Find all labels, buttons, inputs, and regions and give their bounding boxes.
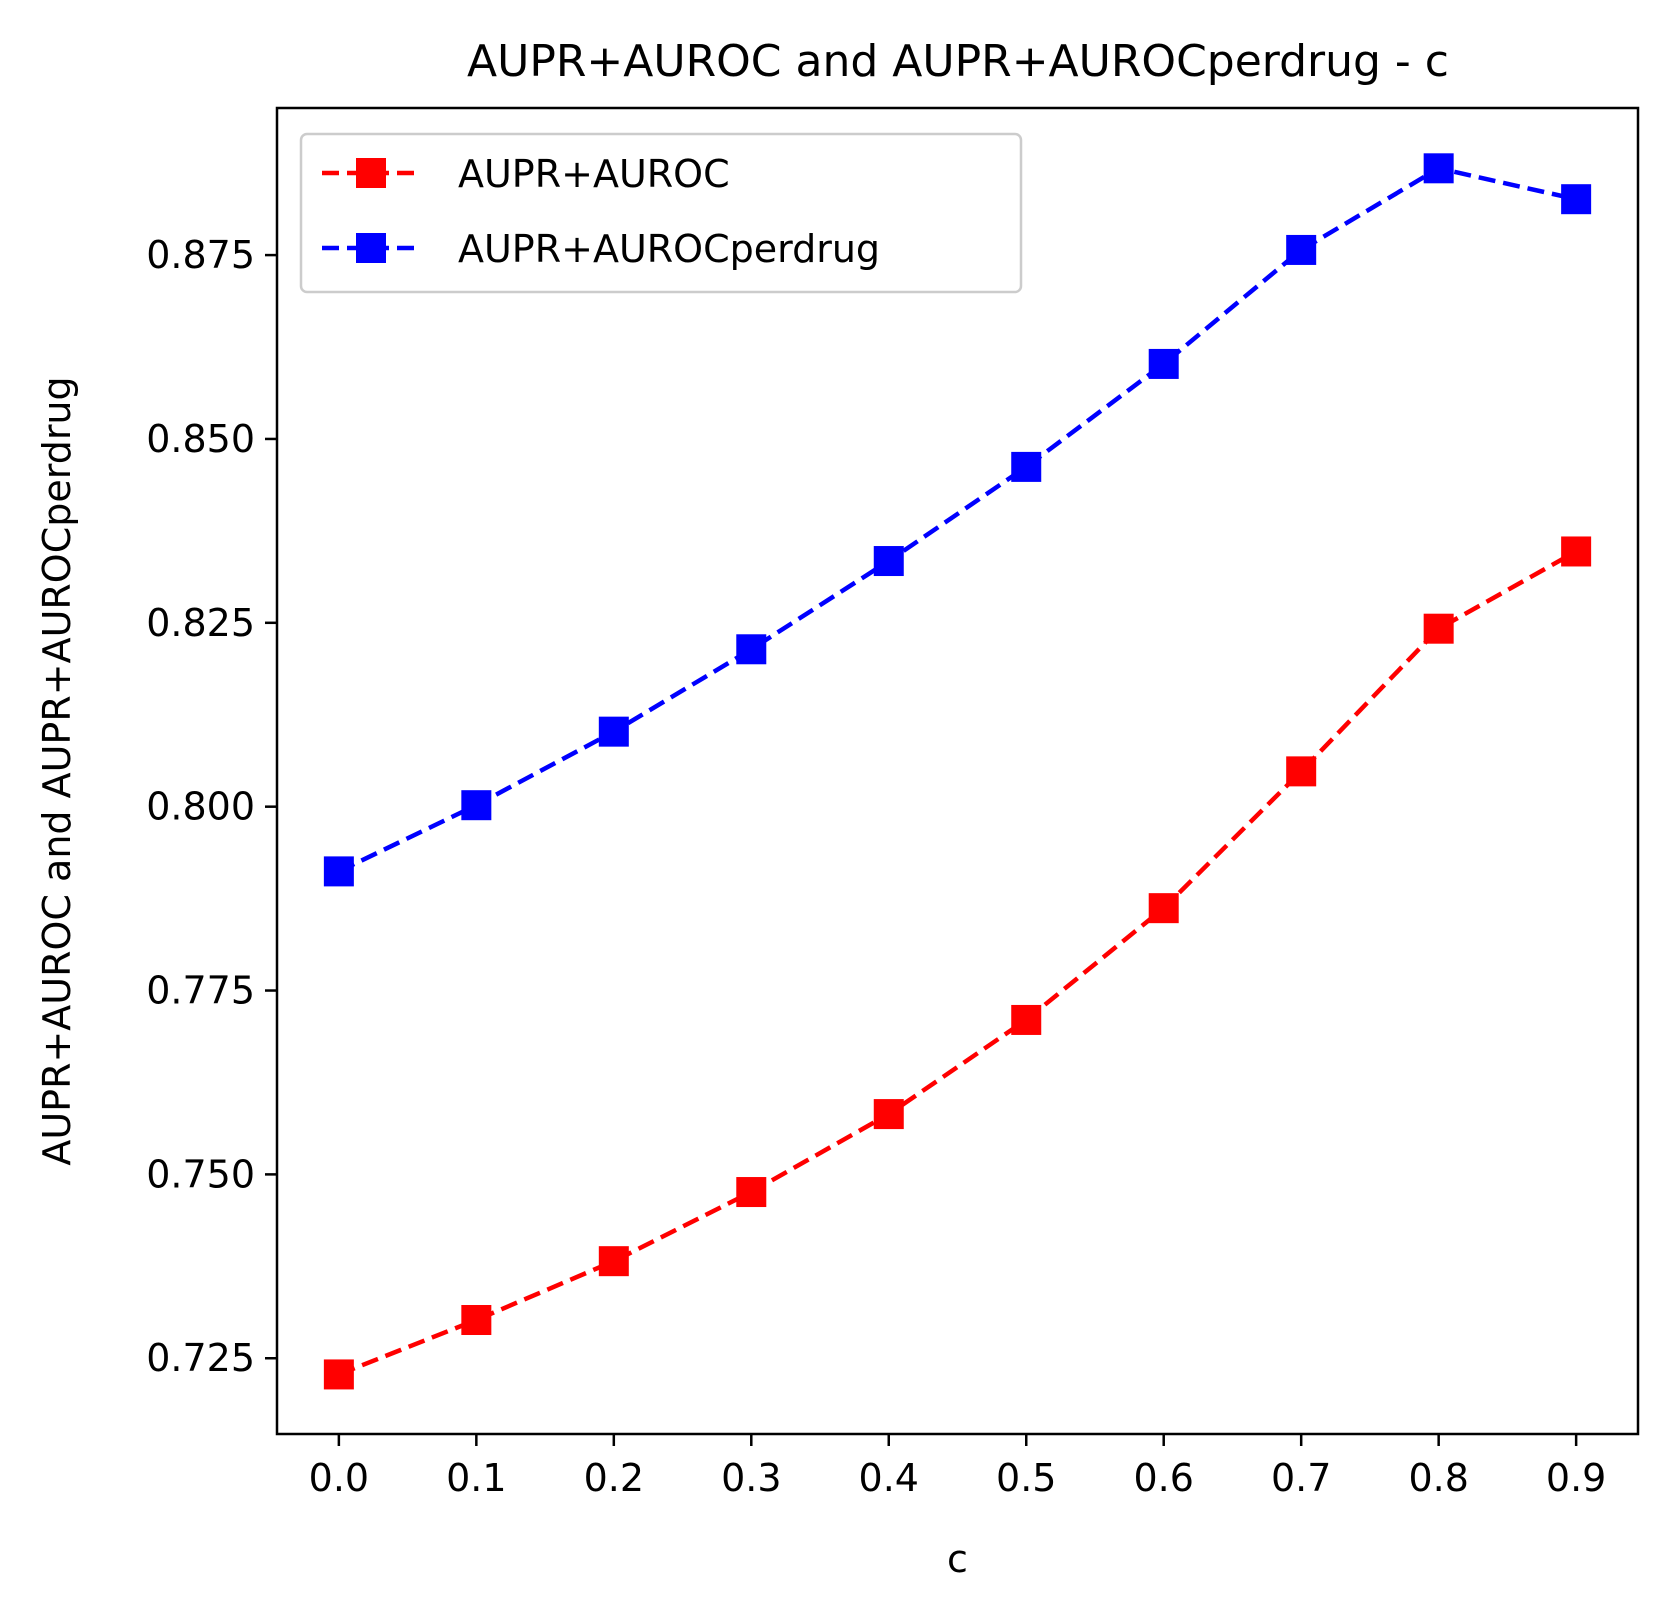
series-1-point [323, 1359, 354, 1390]
x-tick-label: 0.5 [996, 1456, 1056, 1500]
legend-label: AUPR+AUROCperdrug [458, 227, 880, 271]
y-tick-label: 0.825 [146, 601, 255, 645]
series-1-point [1286, 756, 1317, 787]
legend-marker [356, 233, 386, 263]
series-1-point [1423, 613, 1454, 644]
x-tick-label: 0.6 [1133, 1456, 1193, 1500]
series-1-point [461, 1305, 492, 1336]
x-axis: 0.0 0.1 0.2 0.3 0.4 0.5 0.6 0.7 0.8 0.9 [309, 1434, 1606, 1500]
y-tick-label: 0.850 [146, 417, 255, 461]
series-2-line [337, 165, 1577, 874]
chart-title: AUPR+AUROC and AUPR+AUROCperdrug - c [467, 36, 1449, 87]
series-1-point [1011, 1004, 1042, 1035]
series-2-point [1423, 153, 1454, 184]
legend-marker [356, 158, 386, 188]
series-2-point [598, 716, 629, 747]
x-axis-label: c [947, 1537, 968, 1581]
series-2-point [1011, 451, 1042, 482]
y-axis-label: AUPR+AUROC and AUPR+AUROCperdrug [35, 376, 79, 1165]
y-axis: 0.725 0.750 0.775 0.800 0.825 0.850 0.875 [146, 233, 277, 1380]
y-tick-label: 0.775 [146, 969, 255, 1013]
series-2-point [736, 634, 767, 665]
series-1-point [873, 1099, 904, 1130]
x-tick-label: 0.0 [309, 1456, 369, 1500]
legend-label: AUPR+AUROC [458, 152, 730, 196]
series-2-point [1561, 184, 1592, 215]
y-tick-label: 0.875 [146, 233, 255, 277]
series-2-point [1286, 234, 1317, 265]
series-2-point [323, 856, 354, 887]
legend: AUPR+AUROC AUPR+AUROCperdrug [299, 132, 1023, 294]
axes-frame [275, 106, 1640, 1436]
x-tick-label: 0.3 [721, 1456, 781, 1500]
x-tick-label: 0.1 [446, 1456, 506, 1500]
y-tick-label: 0.800 [146, 785, 255, 829]
series-1-point [1148, 893, 1179, 924]
x-tick-label: 0.7 [1271, 1456, 1331, 1500]
series-2-point [461, 790, 492, 821]
series-1-point [736, 1177, 767, 1208]
legend-box [299, 132, 1023, 294]
series-1-line [338, 549, 1578, 1377]
series-1-point [598, 1246, 629, 1277]
series-1-point [1561, 536, 1592, 567]
plot-area [323, 153, 1592, 1390]
x-tick-label: 0.2 [584, 1456, 644, 1500]
y-tick-label: 0.725 [146, 1336, 255, 1380]
x-tick-label: 0.4 [859, 1456, 919, 1500]
series-2-point [1148, 348, 1179, 379]
x-tick-label: 0.8 [1408, 1456, 1468, 1500]
series-2-point [873, 546, 904, 577]
x-tick-label: 0.9 [1546, 1456, 1606, 1500]
y-tick-label: 0.750 [146, 1152, 255, 1196]
